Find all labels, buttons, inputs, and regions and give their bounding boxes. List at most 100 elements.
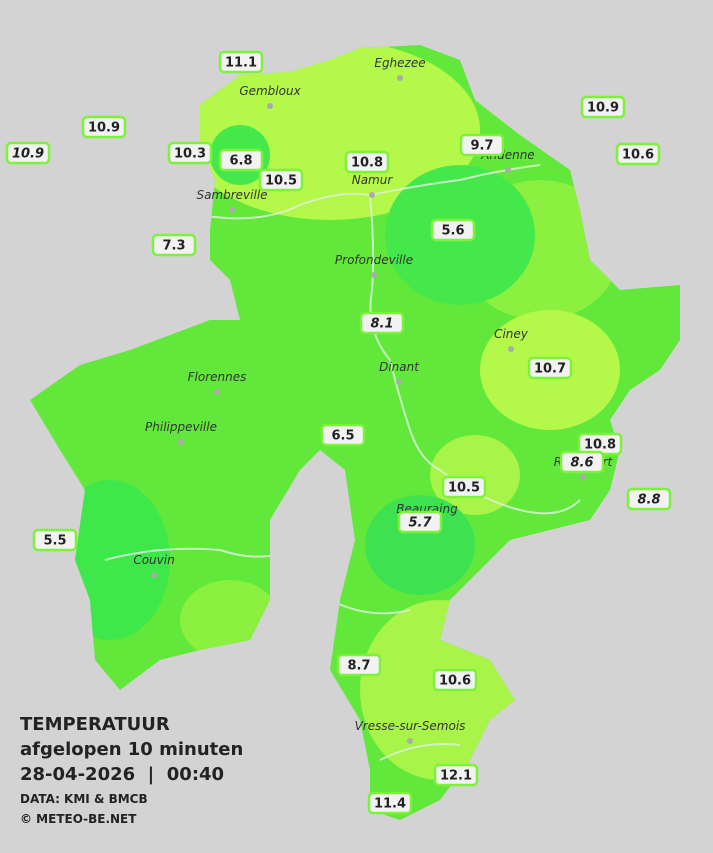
station-value: 8.7 <box>347 659 370 674</box>
place-dot <box>508 346 514 352</box>
station: 6.8 <box>218 148 264 172</box>
station: 10.9 <box>580 95 626 119</box>
station-badge <box>367 791 413 815</box>
station-value: 8.1 <box>370 317 393 332</box>
station-badge <box>151 233 197 257</box>
station-value: 5.6 <box>441 224 464 239</box>
place-label: Florennes <box>188 370 247 384</box>
place-dot <box>229 207 235 213</box>
place-label: Eghezee <box>374 56 425 70</box>
place-label: Profondeville <box>335 253 413 267</box>
station-badge <box>459 133 505 157</box>
station-value: 10.9 <box>12 147 44 162</box>
station: 10.8 <box>344 150 390 174</box>
station: 10.3 <box>167 141 213 165</box>
station-badge <box>167 141 213 165</box>
station-value: 12.1 <box>440 769 472 784</box>
station: 10.9 <box>5 141 51 165</box>
place-dot <box>396 379 402 385</box>
station-badge <box>258 168 304 192</box>
station-value: 8.6 <box>570 456 593 471</box>
place-label: Couvin <box>133 553 174 567</box>
station-badge <box>527 356 573 380</box>
station-value: 11.1 <box>225 56 257 71</box>
station-badge <box>397 510 443 534</box>
place-label: Namur <box>352 173 394 187</box>
station: 5.7 <box>397 510 443 534</box>
station: 10.6 <box>432 668 478 692</box>
station: 9.7 <box>459 133 505 157</box>
station-badge <box>441 475 487 499</box>
place-dot <box>369 192 375 198</box>
station-badge <box>430 218 476 242</box>
station-value: 10.5 <box>448 481 480 496</box>
station-badge <box>432 668 478 692</box>
legend-source: DATA: KMI & BMCB <box>20 792 148 806</box>
cold-area <box>365 495 475 595</box>
station: 8.6 <box>559 450 605 474</box>
station-badge <box>559 450 605 474</box>
station-value: 6.8 <box>229 154 252 169</box>
place-dot <box>178 439 184 445</box>
place-dot <box>505 167 511 173</box>
place-dot <box>580 474 586 480</box>
station: 5.6 <box>430 218 476 242</box>
station: 8.8 <box>626 487 672 511</box>
place-dot <box>267 103 273 109</box>
station-badge <box>32 528 78 552</box>
station-badge <box>218 50 264 74</box>
station: 10.6 <box>615 142 661 166</box>
place-label: Philippeville <box>145 420 217 434</box>
station: 11.4 <box>367 791 413 815</box>
station-value: 10.6 <box>439 674 471 689</box>
place-label: Ciney <box>494 327 529 341</box>
station: 10.5 <box>441 475 487 499</box>
station: 11.1 <box>218 50 264 74</box>
station-badge <box>81 115 127 139</box>
station-value: 8.8 <box>637 493 660 508</box>
station-badge <box>5 141 51 165</box>
legend-title: TEMPERATUUR <box>20 714 170 735</box>
station-value: 5.7 <box>408 516 432 531</box>
place-label: Gembloux <box>239 84 301 98</box>
place-dot <box>407 738 413 744</box>
station-value: 9.7 <box>470 139 493 154</box>
legend: TEMPERATUUR afgelopen 10 minuten 28-04-2… <box>20 714 243 826</box>
legend-datetime: 28-04-2026 | 00:40 <box>20 764 224 785</box>
station: 8.1 <box>359 311 405 335</box>
station-value: 10.7 <box>534 362 566 377</box>
station-badge <box>359 311 405 335</box>
station-badge <box>433 763 479 787</box>
station-badge <box>580 95 626 119</box>
station: 10.5 <box>258 168 304 192</box>
legend-subtitle: afgelopen 10 minuten <box>20 739 243 760</box>
station-value: 10.3 <box>174 147 206 162</box>
station: 7.3 <box>151 233 197 257</box>
place-dot <box>151 572 157 578</box>
station: 5.5 <box>32 528 78 552</box>
legend-copyright: © METEO-BE.NET <box>20 812 137 826</box>
station-badge <box>615 142 661 166</box>
station-value: 6.5 <box>331 429 354 444</box>
station: 12.1 <box>433 763 479 787</box>
station: 10.8 <box>577 432 623 456</box>
station-value: 11.4 <box>374 797 406 812</box>
station: 10.9 <box>81 115 127 139</box>
place-dot <box>214 389 220 395</box>
place-label: Dinant <box>379 360 420 374</box>
station: 8.7 <box>336 653 382 677</box>
station-badge <box>320 423 366 447</box>
station-value: 10.9 <box>88 121 120 136</box>
place-dot <box>397 75 403 81</box>
station-value: 10.5 <box>265 174 297 189</box>
station-value: 10.8 <box>584 438 616 453</box>
station-badge <box>626 487 672 511</box>
station: 10.7 <box>527 356 573 380</box>
station-value: 5.5 <box>43 534 66 549</box>
station-badge <box>344 150 390 174</box>
place-dot <box>371 272 377 278</box>
station-value: 7.3 <box>162 239 185 254</box>
place-label: Vresse-sur-Semois <box>355 719 466 733</box>
place-label: Sambreville <box>196 188 267 202</box>
